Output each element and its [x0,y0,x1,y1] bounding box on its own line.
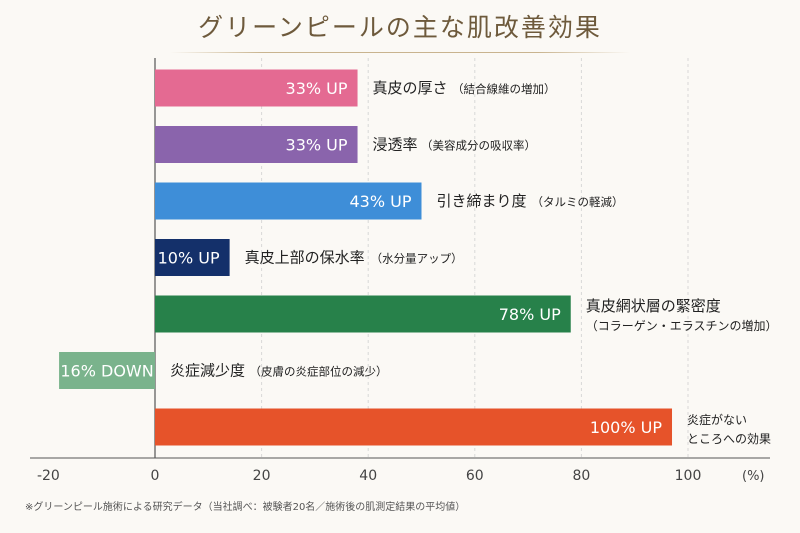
bar [155,126,358,163]
x-tick-label: 40 [359,468,377,484]
bar [155,69,358,107]
category-label: 真皮上部の保水率 [245,249,365,267]
x-tick-label: 0 [151,468,160,484]
x-tick-label: 60 [466,468,484,484]
category-label: 真皮網状層の緊密度 [586,297,721,315]
category-label: 真皮の厚さ [373,79,448,97]
bar-value-label: 16% DOWN [60,362,153,381]
x-tick-label: 20 [253,468,271,484]
category-sublabel: （美容成分の吸収率） [421,139,536,153]
bar-value-label: 10% UP [158,249,220,268]
category-sublabel: （結合線維の増加） [452,82,556,96]
bar [59,352,156,389]
bar-value-label: 78% UP [499,305,561,324]
bar [155,408,673,446]
footnote: ※グリーンピール施術による研究データ（当社調べ：被験者20名／施術後の肌測定結果… [25,502,466,513]
bar [155,182,422,220]
category-label: 炎症がない [687,412,747,427]
x-tick-label: 100 [675,468,702,484]
bar-value-label: 43% UP [349,192,411,211]
bar-value-label: 33% UP [286,136,348,155]
bar-value-label: 33% UP [286,79,348,98]
category-sublabel: （タルミの軽減） [532,195,624,209]
title-divider [170,52,630,53]
bar [155,239,230,276]
bar [155,295,571,333]
category-sublabel: （水分量アップ） [371,252,463,266]
chart-title: グリーンピールの主な肌改善効果 [198,13,602,42]
category-sublabel: ところへの効果 [687,431,771,446]
category-sublabel: （コラーゲン・エラスチンの増加） [586,319,778,333]
category-label: 炎症減少度 [170,362,245,380]
x-axis-unit-label: (%) [742,469,765,484]
x-tick-label: -20 [37,468,60,484]
x-tick-label: 80 [572,468,590,484]
category-label: 浸透率 [373,136,418,154]
category-label: 引き締まり度 [437,192,527,210]
bar-value-label: 100% UP [590,418,663,437]
category-sublabel: （皮膚の炎症部位の減少） [250,365,388,379]
